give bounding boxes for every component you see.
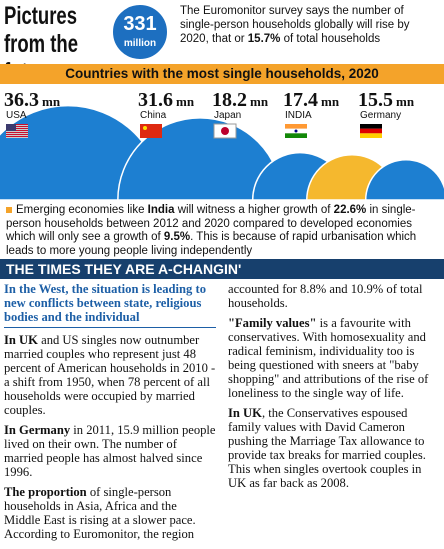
chart-title: Countries with the most single household… [0,64,444,84]
value: 36.3 [4,89,39,111]
unit: mn [321,94,340,109]
flag-stripe [6,124,28,125]
unit: mn [250,94,269,109]
flag-canton [6,124,16,131]
text-run: of single-person households in Asia, Afr… [4,282,423,541]
badge-unit: million [124,38,156,49]
flag-stripe [360,128,382,134]
flag-field [140,124,162,138]
lead: In the West, the situation is leading to… [4,282,216,328]
country-label: Japan [214,110,241,121]
paragraph: In UK and US singles now outnumber marri… [4,333,216,417]
flag-star [143,126,147,130]
country-label: INDIA [285,110,312,121]
flag-stripe [285,133,307,138]
country-label: China [140,110,167,121]
value-label: 31.6 mn [138,89,195,111]
value: 31.6 [138,89,173,111]
flag-stripe [285,124,307,129]
text-run: 22.6% [333,204,367,216]
flag-stripe [6,128,28,129]
flag-stripe [360,124,382,129]
flag-stripe [6,136,28,137]
text-run: 9.5% [163,231,191,243]
text-run: . This is because of rapid urbanisation … [6,231,417,257]
text-run: In UK [228,406,262,420]
paragraph: The proportion of single-person househol… [4,282,440,549]
text-run: The proportion [4,485,87,499]
value: 15.5 [358,89,393,111]
value-label: 18.2 mn [212,89,269,111]
flag-wheel [294,129,298,133]
flag-stripe [6,130,28,131]
flag-stripe [6,126,28,127]
country-label: Germany [360,110,401,121]
text-run: "Family values" [228,316,317,330]
country-label: USA [6,110,27,121]
text-run: will witness a higher growth of [174,204,334,216]
value-label: 17.4 mn [283,89,340,111]
section-title: THE TIMES THEY ARE A-CHANGIN' [0,259,444,279]
paragraph: "Family values" is a favourite with cons… [228,316,440,400]
text-run: In UK [4,333,38,347]
unit: mn [396,94,415,109]
value: 17.4 [283,89,318,111]
text-run: India [147,204,175,216]
paragraph: In Germany in 2011, 15.9 million people … [4,423,216,479]
note: Emerging economies like India will witne… [6,204,440,258]
value-label: 15.5 mn [358,89,415,111]
badge-value: 331 [123,13,156,35]
text-run: Emerging economies like [16,204,148,216]
text-run: In Germany [4,423,71,437]
bubble [364,158,444,200]
paragraph: In UK, the Conservatives espoused family… [228,406,440,490]
text-run: 15.7% [247,33,281,45]
value: 18.2 [212,89,247,111]
value-label: 36.3 mn [4,89,61,111]
badge: 331 million [111,3,169,61]
text-run: and US singles now outnumber married cou… [4,333,216,417]
flag-disc [221,127,229,135]
text-run: The Euromonitor survey says the number o… [180,5,410,45]
unit: mn [176,94,195,109]
flag-stripe [360,133,382,138]
article: In the West, the situation is leading to… [4,282,440,549]
text-run: of total households [280,33,381,45]
unit: mn [42,94,61,109]
flag-stripe [6,134,28,135]
flag-stripe [6,132,28,133]
text-run: is a favourite with conservatives. With … [228,316,429,400]
text-run: in single-person households between 2012… [6,204,416,243]
text-run: in 2011, 15.9 million people lived on th… [4,423,216,479]
text-run: , the Conservatives espoused family valu… [228,406,426,490]
summary: The Euromonitor survey says the number o… [180,4,440,46]
